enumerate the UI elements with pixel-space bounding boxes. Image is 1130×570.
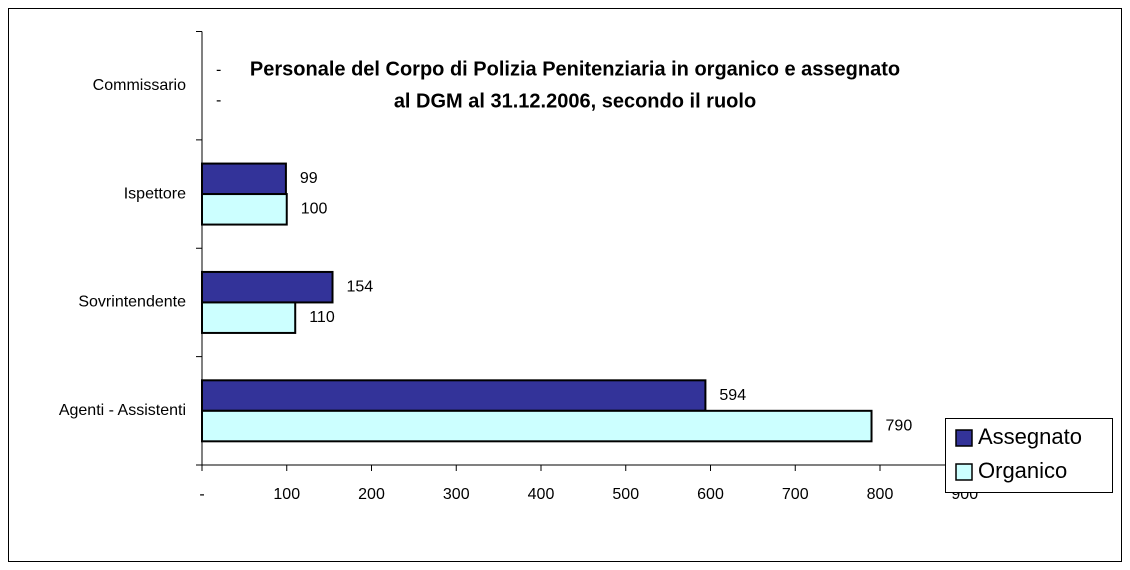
x-tick-label: 100 — [273, 486, 300, 503]
value-label: 154 — [347, 278, 374, 295]
chart-border — [8, 8, 1122, 562]
y-tick-label: Agenti - Assistenti — [59, 402, 186, 419]
x-tick-label: 400 — [528, 486, 555, 503]
y-tick-label: Ispettore — [124, 185, 186, 202]
x-tick-label: 200 — [358, 486, 385, 503]
y-tick-label: Commissario — [93, 77, 186, 94]
value-label: 99 — [300, 170, 318, 187]
x-tick-label: 300 — [443, 486, 470, 503]
legend-label: Organico — [978, 458, 1067, 483]
chart-title: Personale del Corpo di Polizia Penitenzi… — [250, 58, 900, 80]
bar — [201, 162, 287, 196]
bar — [201, 379, 707, 412]
legend-swatch — [955, 463, 973, 481]
legend-box — [945, 418, 1113, 493]
x-tick-label: 600 — [697, 486, 724, 503]
x-tick-label: 800 — [867, 486, 894, 503]
value-label: - — [216, 62, 221, 79]
chart-title: al DGM al 31.12.2006, secondo il ruolo — [394, 90, 756, 112]
x-tick-label: - — [199, 486, 204, 503]
legend-label: Assegnato — [978, 424, 1082, 449]
x-tick-label: 700 — [782, 486, 809, 503]
legend-swatch — [955, 429, 973, 447]
value-label: 790 — [886, 417, 913, 434]
y-tick-label: Sovrintendente — [78, 294, 186, 311]
x-tick-label: 500 — [612, 486, 639, 503]
bar — [201, 193, 288, 226]
value-label: - — [216, 92, 221, 109]
value-label: 110 — [309, 309, 335, 326]
bar — [201, 270, 334, 304]
value-label: 594 — [719, 387, 746, 404]
bar — [201, 301, 297, 334]
bar — [201, 409, 873, 443]
value-label: 100 — [301, 201, 328, 218]
